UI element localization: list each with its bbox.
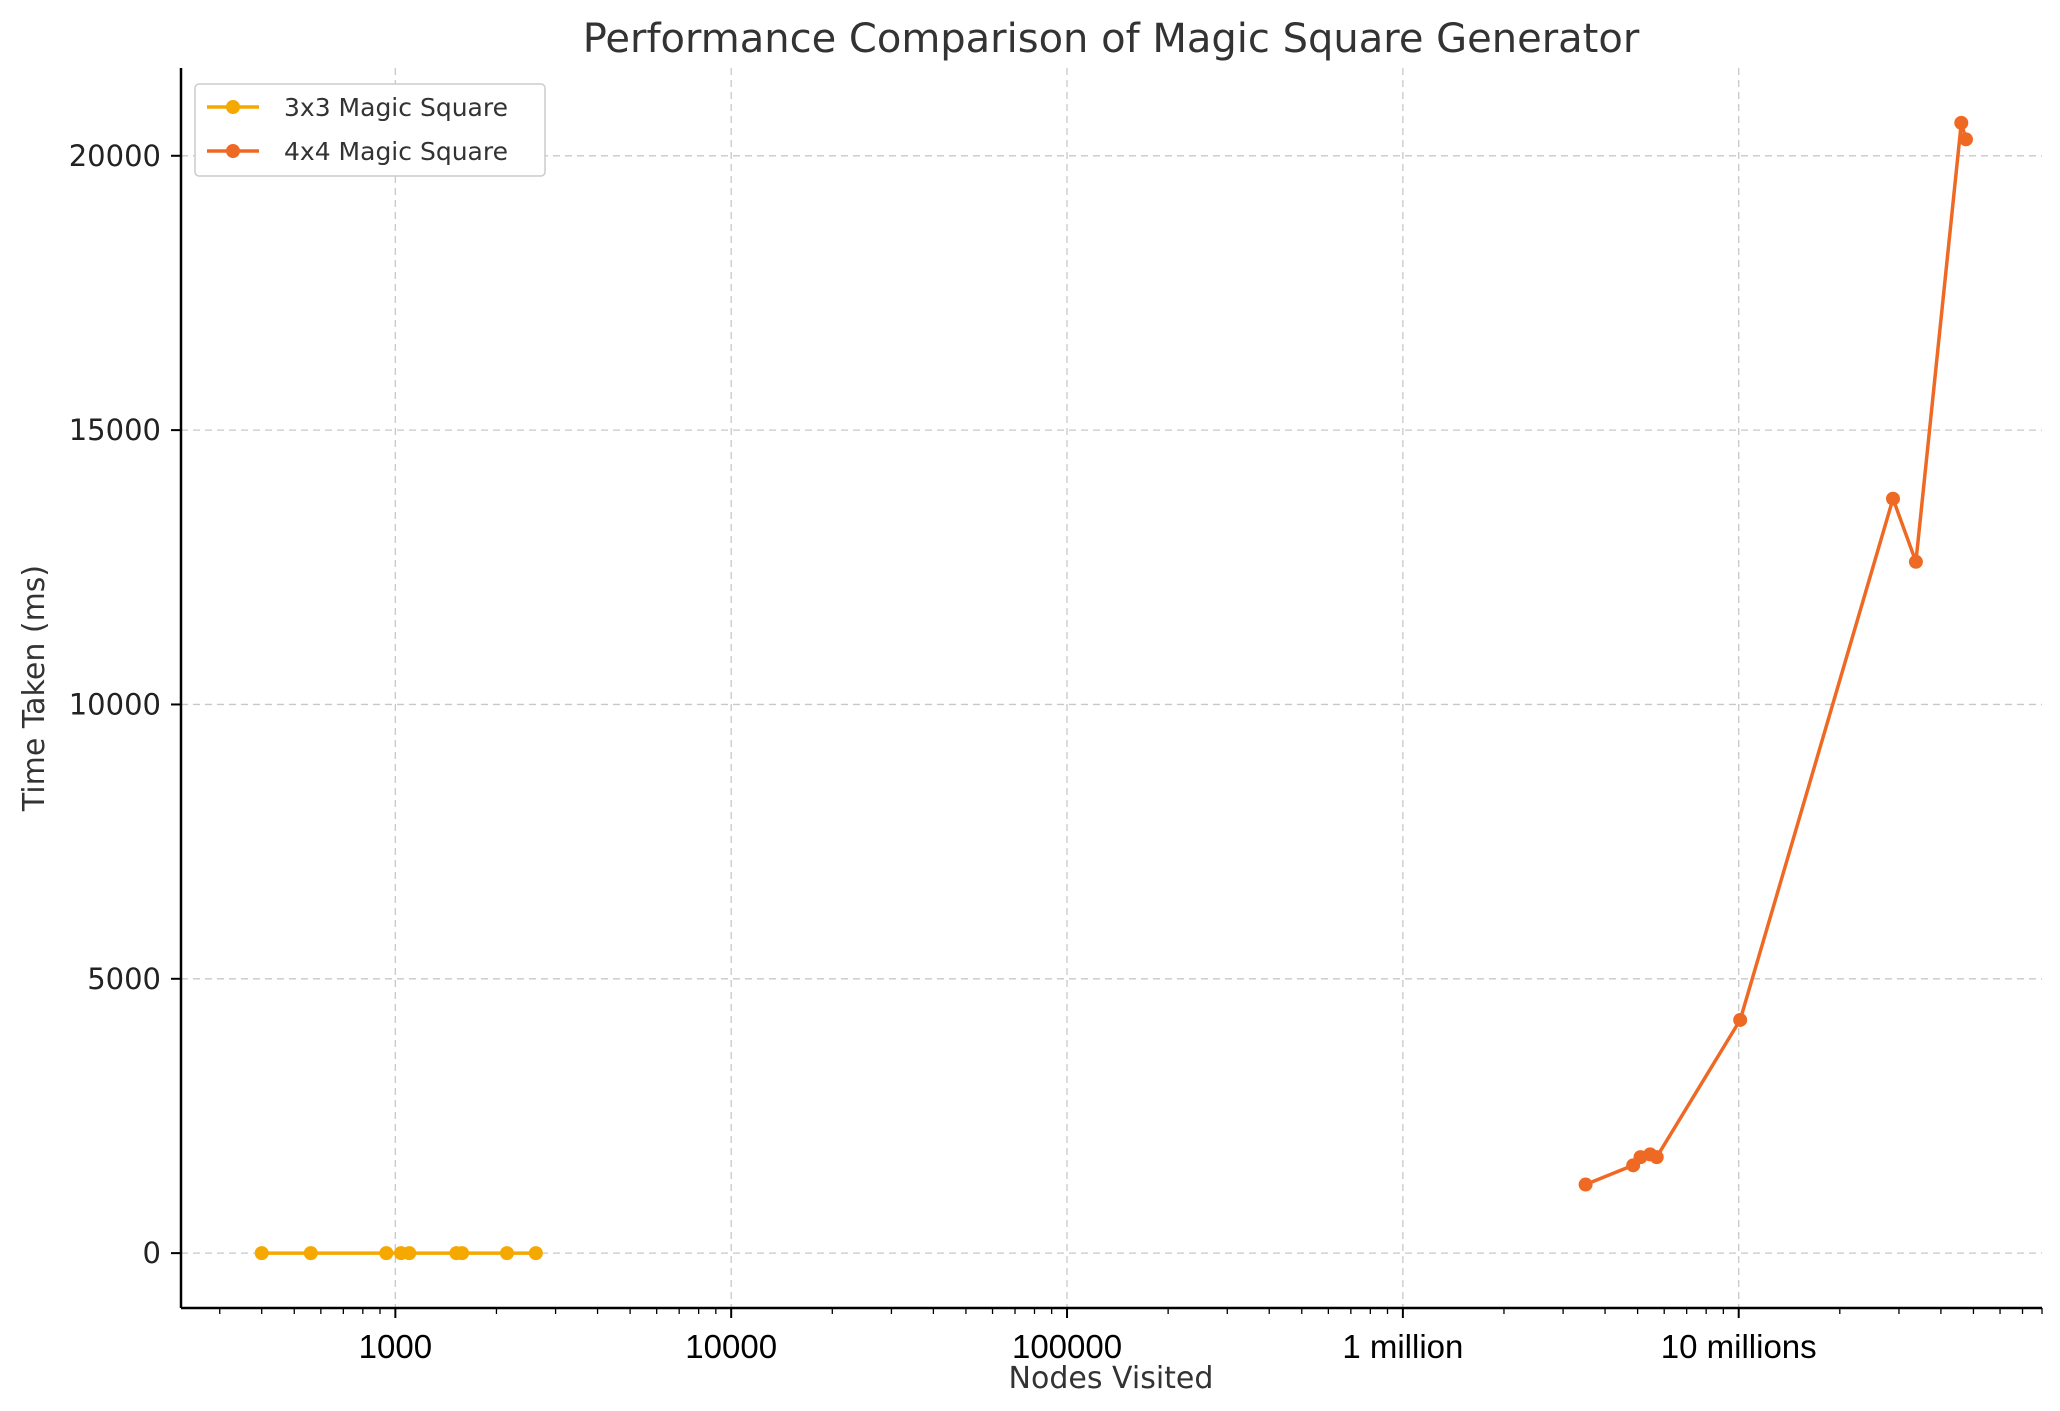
data-point xyxy=(303,1246,318,1261)
data-point xyxy=(1954,115,1969,130)
legend-box xyxy=(194,83,546,177)
y-tick-label: 15000 xyxy=(69,413,161,447)
x-tick-label: 1000 xyxy=(359,1328,432,1365)
y-tick-label: 5000 xyxy=(87,962,161,996)
y-tick-label: 20000 xyxy=(69,139,161,173)
legend: 3x3 Magic Square 4x4 Magic Square xyxy=(194,83,546,177)
legend-label-3x3: 3x3 Magic Square xyxy=(284,93,508,122)
data-point xyxy=(1958,132,1973,147)
x-tick-label: 10 millions xyxy=(1661,1328,1817,1365)
y-axis-label: Time Taken (ms) xyxy=(17,565,52,812)
x-tick-label: 100000 xyxy=(1012,1328,1122,1365)
legend-label-4x4: 4x4 Magic Square xyxy=(284,137,508,166)
data-point xyxy=(455,1246,470,1261)
data-point xyxy=(402,1246,417,1261)
x-ticks: 1000 10000 100000 1 million 10 millions xyxy=(359,1308,1817,1365)
legend-marker-3x3 xyxy=(226,100,240,114)
data-point xyxy=(379,1246,394,1261)
x-tick-label: 10000 xyxy=(685,1328,777,1365)
legend-marker-4x4 xyxy=(226,144,240,158)
y-tick-label: 10000 xyxy=(69,687,161,721)
data-point xyxy=(528,1246,543,1261)
series-group xyxy=(254,115,1973,1261)
data-point xyxy=(500,1246,515,1261)
chart-title: Performance Comparison of Magic Square G… xyxy=(583,16,1640,62)
data-point xyxy=(1578,1177,1593,1192)
series-1 xyxy=(254,1246,543,1261)
data-point xyxy=(1908,554,1923,569)
data-point xyxy=(1649,1150,1664,1165)
y-ticks: 0 5000 10000 15000 20000 xyxy=(69,139,181,1270)
data-point xyxy=(254,1246,269,1261)
y-tick-label: 0 xyxy=(143,1236,161,1270)
data-point xyxy=(1733,1012,1748,1027)
grid xyxy=(181,68,2042,1308)
series-2 xyxy=(1578,115,1973,1192)
x-axis-label: Nodes Visited xyxy=(1009,1361,1214,1396)
x-tick-label: 1 million xyxy=(1342,1328,1463,1365)
data-point xyxy=(1885,491,1900,506)
